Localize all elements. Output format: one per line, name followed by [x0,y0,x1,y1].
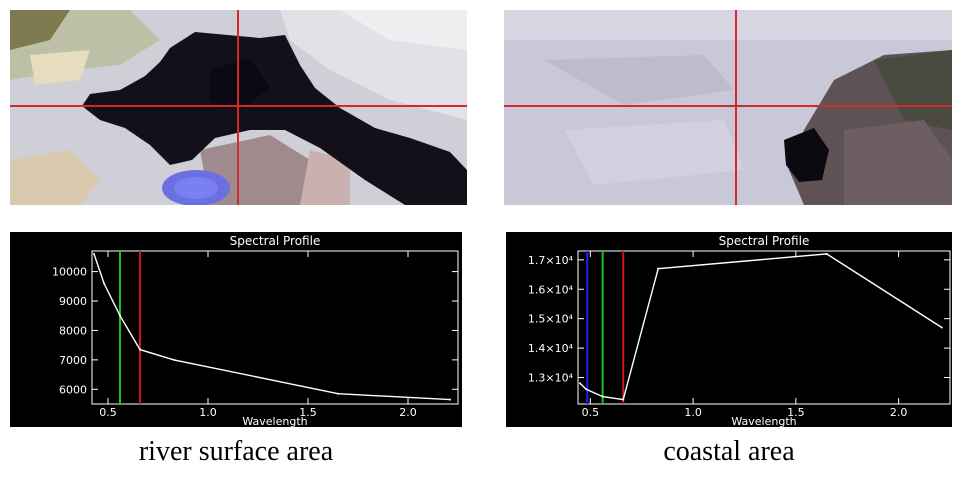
x-tick-label: 0.5 [99,406,117,419]
river-caption: river surface area [138,436,334,467]
spectral-data-point [579,382,582,385]
spectral-data-point [103,282,105,285]
x-tick-label: 0.5 [582,406,600,419]
spectral-series-line [579,253,943,401]
spectral-data-point [601,395,604,398]
spectral-data-point [93,252,95,255]
x-axis-label: Wavelength [731,415,796,427]
spectral-data-point [622,398,625,401]
spectral-data-point [825,252,828,255]
x-tick-label: 1.5 [787,406,805,419]
spectral-data-point [449,398,451,401]
x-tick-label: 1.0 [684,406,702,419]
spectral-data-point [657,267,660,270]
river-satellite-image [10,10,467,205]
spectral-data-point [139,348,141,351]
x-tick-label: 1.5 [299,406,317,419]
spectral-data-point [940,326,943,329]
spectral-series-line [93,253,451,401]
river-satellite-svg [10,10,467,205]
plot-frame [577,250,951,405]
x-axis-label: Wavelength [242,415,307,427]
coastal-caption: coastal area [663,436,795,467]
plot-frame [91,250,459,405]
river-spectral-svg: Spectral Profile 6000 7000 8000 9000 10000 0.5… [52,234,459,427]
river-spectral-plot: Spectral Profile 6000 7000 8000 9000 10000 0.5… [10,232,462,427]
coastal-satellite-image [504,10,952,205]
y-tick-label: 1.3×10⁴ [528,372,574,385]
chart-title: Spectral Profile [719,234,810,248]
spectral-data-point [337,392,339,395]
x-tick-label: 1.0 [199,406,217,419]
y-tick-label: 7000 [59,354,87,367]
coastal-spectral-svg: Spectral Profile 1.3×10⁴ 1.4×10⁴ 1.5×10⁴ 1.6… [528,234,951,427]
spectral-data-point [173,358,175,361]
coastal-spectral-plot: Spectral Profile 1.3×10⁴ 1.4×10⁴ 1.5×10⁴ 1.6… [506,232,952,427]
y-tick-label: 9000 [59,295,87,308]
spectral-data-point [585,388,588,391]
y-tick-label: 1.5×10⁴ [528,313,574,326]
spectral-data-point [119,314,121,317]
y-tick-label: 6000 [59,383,87,396]
coastal-satellite-svg [504,10,952,205]
y-tick-label: 8000 [59,324,87,337]
chart-title: Spectral Profile [230,234,321,248]
x-tick-label: 2.0 [399,406,417,419]
y-tick-label: 1.7×10⁴ [528,254,574,267]
y-tick-label: 1.6×10⁴ [528,283,574,296]
y-tick-label: 10000 [52,266,87,279]
y-tick-label: 1.4×10⁴ [528,342,574,355]
x-tick-label: 2.0 [890,406,908,419]
